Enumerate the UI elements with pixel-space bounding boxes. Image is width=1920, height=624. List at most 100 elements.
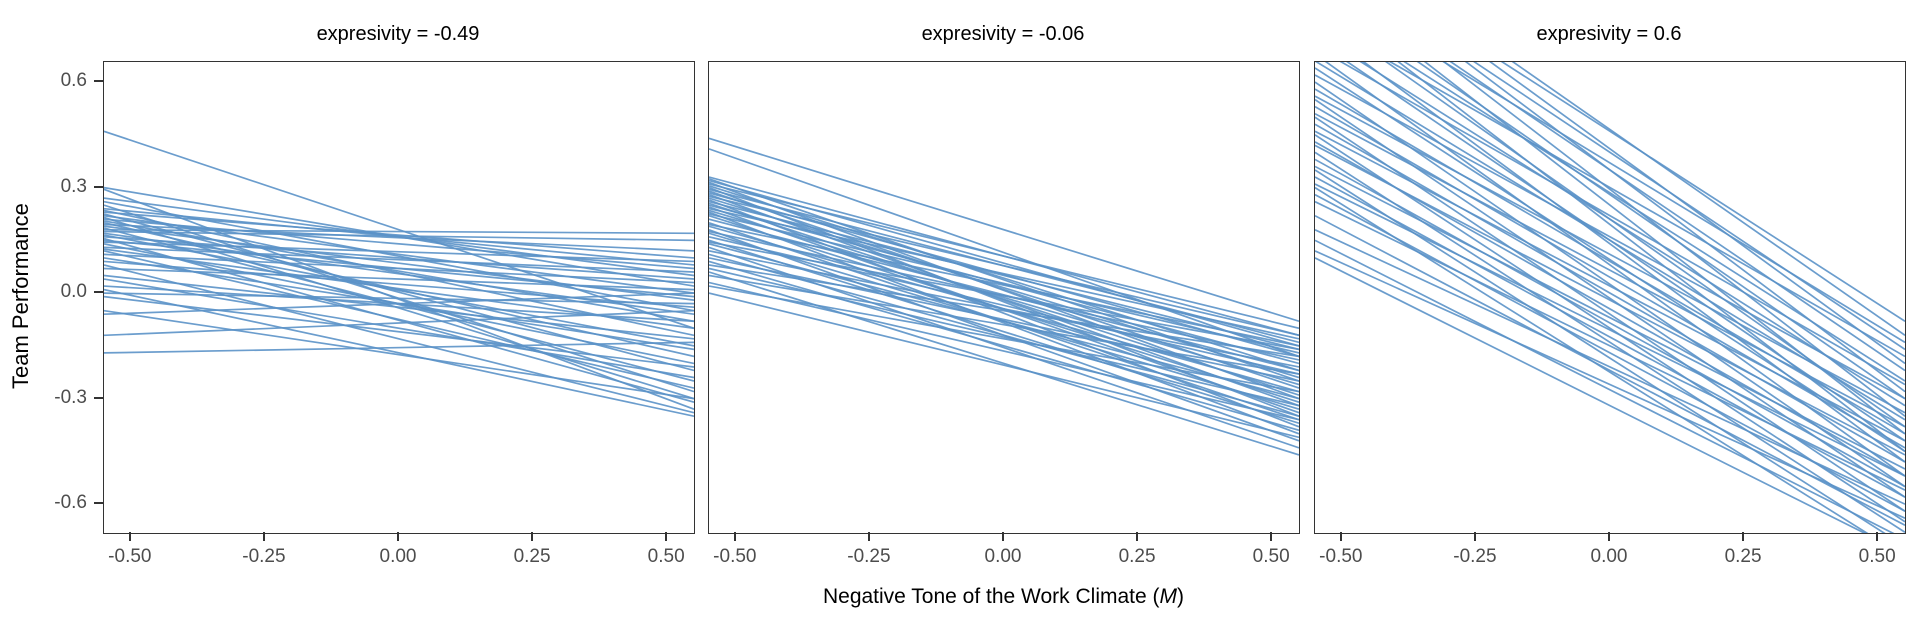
team-regression-line <box>1315 130 1905 442</box>
team-regression-line <box>709 204 1299 365</box>
facet-panel-2 <box>708 61 1300 534</box>
team-regression-line <box>104 292 694 305</box>
team-regression-line <box>1359 62 1905 407</box>
x-tick-mark <box>397 532 399 541</box>
team-regression-line <box>709 200 1299 351</box>
x-axis-facet-3: -0.50 -0.25 0.00 0.25 0.50 <box>1314 532 1904 592</box>
team-regression-line <box>709 250 1299 368</box>
team-regression-line <box>1315 239 1895 533</box>
x-tick-mark <box>1002 532 1004 541</box>
team-regression-line <box>709 213 1299 354</box>
team-regression-line <box>709 183 1299 330</box>
x-axis-title-italic-m: M <box>1159 585 1178 608</box>
team-regression-line <box>1315 134 1905 523</box>
team-regression-line <box>709 195 1299 337</box>
x-tick-label: 0.50 <box>647 546 685 567</box>
team-regression-line <box>104 295 694 368</box>
team-regression-line <box>709 223 1299 347</box>
team-regression-line <box>1315 200 1905 491</box>
x-tick-label: 0.25 <box>513 546 551 567</box>
facet-title-1: expresivity = -0.49 <box>316 23 480 45</box>
team-regression-line <box>104 230 694 242</box>
team-regression-line <box>104 130 694 330</box>
team-regression-line <box>1315 74 1905 400</box>
y-tick-label: 0.3 <box>60 175 87 197</box>
team-regression-line <box>709 148 1299 358</box>
team-regression-line <box>1315 151 1905 533</box>
team-regression-line <box>709 271 1299 456</box>
team-regression-line <box>1403 62 1905 382</box>
team-regression-line <box>709 260 1299 432</box>
facet-panel-1 <box>103 61 695 534</box>
team-regression-line <box>1442 62 1905 344</box>
team-regression-line <box>709 264 1299 358</box>
spaghetti-lines-3 <box>1315 62 1905 533</box>
team-regression-line <box>1315 176 1905 498</box>
x-tick-mark <box>128 532 131 541</box>
team-regression-line <box>104 241 694 263</box>
team-regression-line <box>709 185 1299 372</box>
team-regression-line <box>104 232 694 316</box>
y-tick-mark <box>94 80 103 83</box>
y-tick-label: -0.6 <box>54 492 87 514</box>
y-tick-mark <box>94 291 103 294</box>
team-regression-line <box>709 241 1299 351</box>
x-tick-label: -0.50 <box>713 546 757 567</box>
team-regression-line <box>104 220 694 323</box>
team-regression-line <box>1315 257 1867 533</box>
team-regression-line <box>1315 158 1905 488</box>
x-tick-mark <box>867 532 870 541</box>
team-regression-line <box>104 267 694 291</box>
x-tick-label: 0.00 <box>379 546 417 567</box>
team-regression-line <box>1339 62 1905 386</box>
team-regression-line <box>104 235 694 280</box>
team-regression-line <box>104 274 694 340</box>
x-axis-facet-1: -0.50 -0.25 0.00 0.25 0.50 <box>103 532 693 592</box>
x-tick-label: 0.25 <box>1118 546 1156 567</box>
spaghetti-lines-1 <box>104 130 694 418</box>
team-regression-line <box>709 281 1299 421</box>
facet-panel-3 <box>1314 61 1906 534</box>
team-regression-line <box>1449 62 1905 372</box>
team-regression-line <box>1473 62 1905 351</box>
team-regression-line <box>104 309 694 400</box>
team-regression-line <box>104 260 694 309</box>
x-tick-mark <box>1742 532 1745 541</box>
y-tick-mark <box>94 502 103 505</box>
x-tick-label: -0.25 <box>242 546 286 567</box>
team-regression-line <box>1388 62 1905 358</box>
team-regression-line <box>709 137 1299 323</box>
x-tick-label: -0.50 <box>108 546 152 567</box>
team-regression-line <box>104 228 694 235</box>
team-regression-line <box>1315 112 1905 428</box>
team-regression-line <box>1315 250 1905 520</box>
team-regression-line <box>709 211 1299 435</box>
x-axis-facet-2: -0.50 -0.25 0.00 0.25 0.50 <box>708 532 1298 592</box>
team-regression-line <box>104 237 694 403</box>
team-regression-line <box>104 218 694 270</box>
x-tick-mark <box>531 532 534 541</box>
x-tick-mark <box>665 532 668 541</box>
x-axis-title: Negative Tone of the Work Climate (M) <box>103 584 1904 610</box>
team-regression-line <box>709 285 1299 393</box>
team-regression-line <box>709 209 1299 386</box>
team-regression-line <box>709 207 1299 340</box>
team-regression-line <box>104 264 694 414</box>
x-tick-label: 0.00 <box>1590 546 1628 567</box>
team-regression-line <box>1489 62 1905 365</box>
team-regression-line <box>1315 88 1905 435</box>
team-regression-line <box>1315 123 1905 463</box>
team-regression-line <box>104 341 694 354</box>
y-tick-label: 0.0 <box>60 281 87 303</box>
team-regression-line <box>709 253 1299 418</box>
y-tick-mark <box>94 396 103 399</box>
team-regression-line <box>1443 62 1905 417</box>
x-tick-mark <box>262 532 265 541</box>
x-tick-mark <box>1876 532 1879 541</box>
x-tick-mark <box>733 532 736 541</box>
y-axis: 0.6 0.3 0.0 -0.3 -0.6 <box>0 61 103 532</box>
team-regression-line <box>1500 62 1905 322</box>
x-tick-mark <box>1270 532 1273 541</box>
team-regression-line <box>104 207 694 266</box>
team-regression-line <box>1315 183 1905 477</box>
